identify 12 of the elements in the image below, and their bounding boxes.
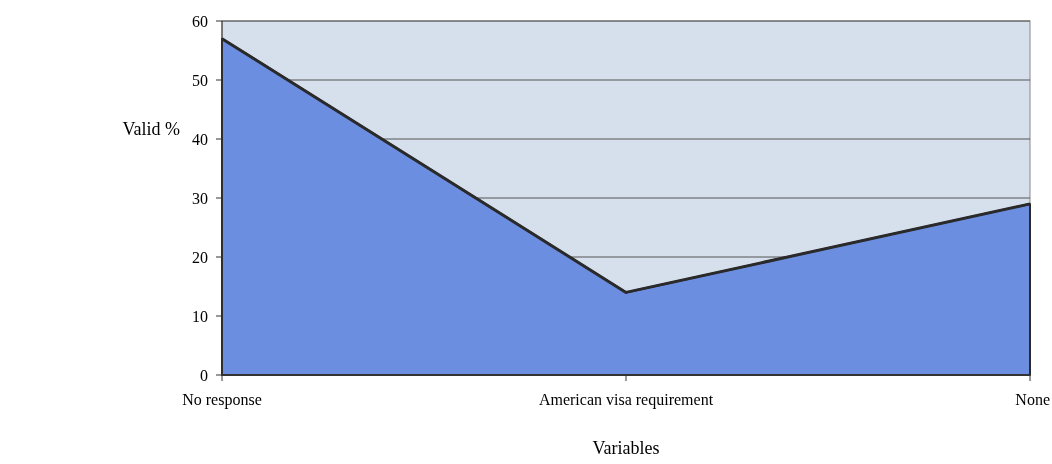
y-tick-label: 0 [200, 366, 208, 384]
y-tick-label: 10 [192, 307, 208, 325]
y-tick-label: 30 [192, 189, 208, 207]
x-tick-label: No response [182, 391, 262, 409]
y-tick-label: 50 [192, 71, 208, 89]
x-tick-label: American visa requirement [538, 391, 714, 409]
y-tick-label: 60 [192, 12, 208, 30]
x-tick-label: None [1015, 391, 1050, 408]
y-axis-title: Valid % [122, 119, 180, 139]
y-tick-label: 20 [192, 248, 208, 266]
x-axis-title: Variables [592, 438, 660, 458]
y-tick-label: 40 [192, 130, 208, 148]
